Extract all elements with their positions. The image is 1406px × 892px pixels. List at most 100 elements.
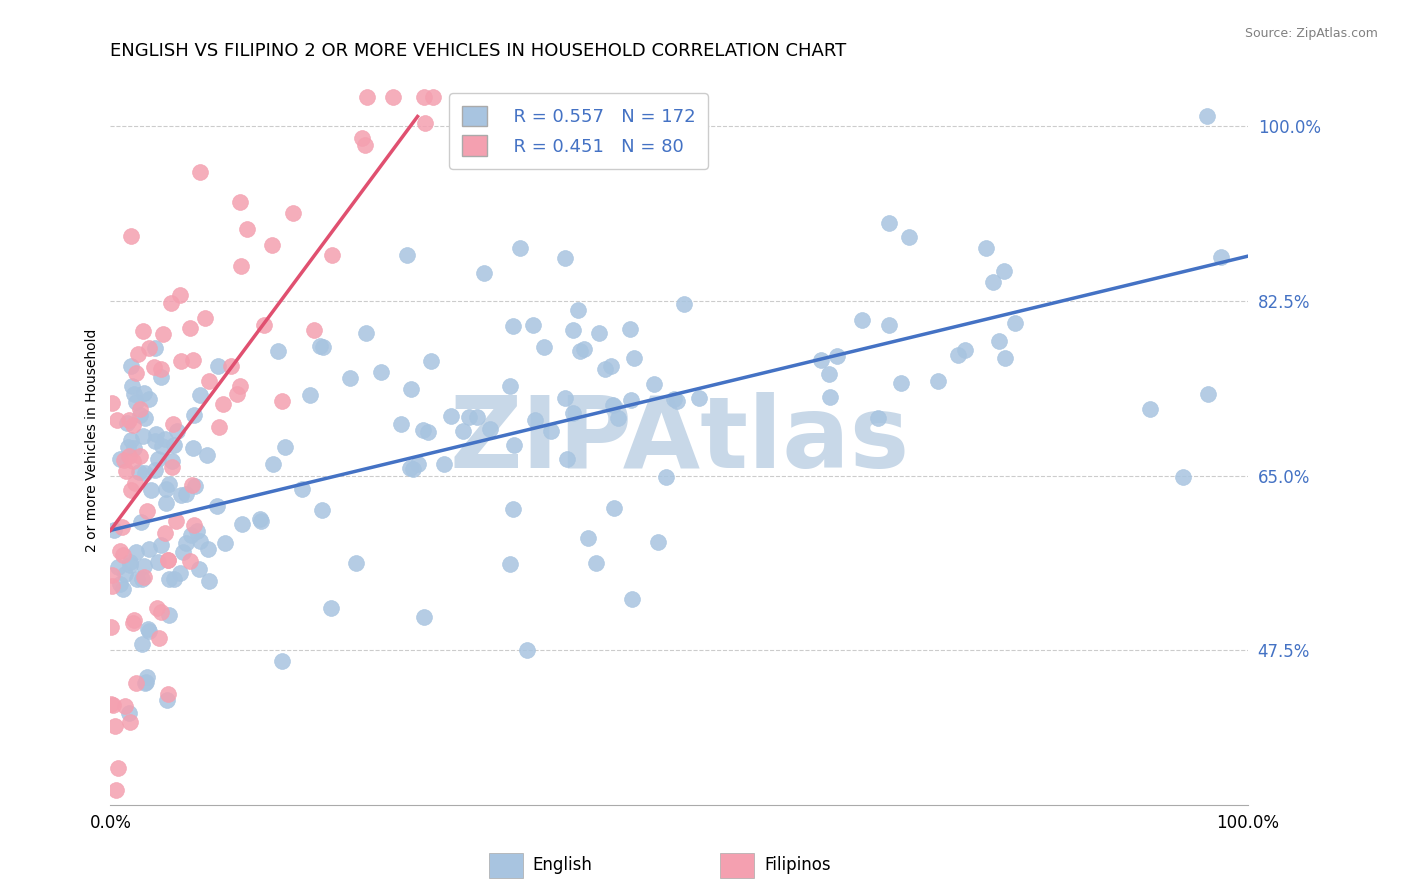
Point <box>138 541 160 556</box>
Text: ENGLISH VS FILIPINO 2 OR MORE VEHICLES IN HOUSEHOLD CORRELATION CHART: ENGLISH VS FILIPINO 2 OR MORE VEHICLES I… <box>111 42 846 60</box>
Point <box>231 516 253 531</box>
Point <box>440 409 463 423</box>
Point <box>118 706 141 721</box>
Point <box>143 434 166 448</box>
Point <box>183 517 205 532</box>
Point <box>149 605 172 619</box>
Point <box>170 488 193 502</box>
Point <box>112 452 135 467</box>
Point <box>1197 110 1219 124</box>
Point <box>131 637 153 651</box>
Point <box>184 479 207 493</box>
Point <box>229 259 252 273</box>
Point <box>810 352 832 367</box>
Point <box>299 387 322 401</box>
Point <box>112 582 135 596</box>
Point <box>620 392 643 407</box>
Point <box>228 195 250 210</box>
Point <box>107 560 129 574</box>
Point <box>321 248 343 262</box>
Point <box>395 247 418 261</box>
Point <box>406 457 429 471</box>
Point <box>897 230 920 244</box>
Point <box>128 408 150 422</box>
Point <box>124 476 146 491</box>
Point <box>502 318 524 333</box>
Point <box>122 454 145 468</box>
Point <box>688 391 710 405</box>
Point <box>122 387 145 401</box>
Point <box>156 692 179 706</box>
Point <box>927 374 949 388</box>
Point <box>955 343 977 358</box>
Point <box>104 719 127 733</box>
Point <box>253 318 276 332</box>
Point <box>125 545 148 559</box>
Point <box>149 370 172 384</box>
Point <box>585 556 607 570</box>
Point <box>1173 469 1195 483</box>
Point <box>555 452 578 467</box>
Point <box>877 318 900 332</box>
Point <box>412 423 434 437</box>
Point <box>157 688 180 702</box>
Point <box>125 395 148 409</box>
Point <box>567 302 589 317</box>
Text: Filipinos: Filipinos <box>765 856 831 874</box>
Legend:   R = 0.557   N = 172,   R = 0.451   N = 80: R = 0.557 N = 172, R = 0.451 N = 80 <box>450 93 709 169</box>
Point <box>110 451 132 466</box>
Point <box>540 424 562 438</box>
Point <box>132 324 155 338</box>
Point <box>621 592 644 607</box>
Point <box>101 568 124 582</box>
Point <box>502 502 524 516</box>
Point <box>356 89 378 103</box>
Point <box>157 553 180 567</box>
Point <box>398 461 420 475</box>
Point <box>122 418 145 433</box>
Point <box>179 554 201 568</box>
Point <box>205 499 228 513</box>
Point <box>382 89 405 103</box>
Point <box>118 449 141 463</box>
Point <box>172 545 194 559</box>
Point <box>593 361 616 376</box>
Point <box>181 441 204 455</box>
Point <box>572 343 595 357</box>
Point <box>499 557 522 571</box>
Point <box>188 388 211 402</box>
Point <box>225 387 247 401</box>
Point <box>179 321 201 335</box>
Point <box>134 466 156 480</box>
Point <box>599 359 621 373</box>
Point <box>120 715 142 730</box>
Point <box>890 376 912 391</box>
Point <box>156 553 179 567</box>
Point <box>138 341 160 355</box>
Point <box>117 440 139 454</box>
Point <box>662 392 685 406</box>
Point <box>153 525 176 540</box>
Point <box>122 615 145 630</box>
Point <box>1139 402 1161 417</box>
Point <box>100 620 122 634</box>
Point <box>602 399 624 413</box>
Point <box>522 318 544 332</box>
Point <box>623 351 645 365</box>
Point <box>569 343 592 358</box>
Point <box>103 523 125 537</box>
Point <box>170 354 193 368</box>
Point <box>267 343 290 358</box>
Point <box>262 457 284 471</box>
Point <box>143 341 166 355</box>
Text: English: English <box>533 856 593 874</box>
Point <box>270 394 292 409</box>
Point <box>350 131 373 145</box>
Point <box>195 448 218 462</box>
Point <box>100 697 122 711</box>
Point <box>188 533 211 548</box>
Point <box>115 464 138 478</box>
Point <box>465 409 488 424</box>
Point <box>110 544 132 558</box>
Point <box>125 572 148 586</box>
